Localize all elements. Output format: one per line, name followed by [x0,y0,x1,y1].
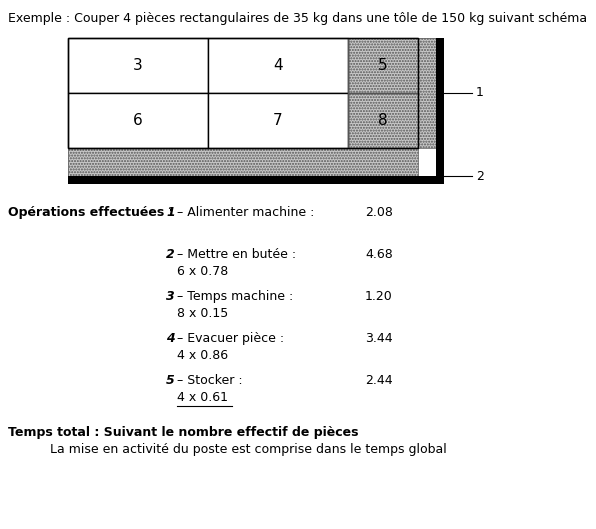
Text: 8: 8 [378,113,388,128]
Text: 4: 4 [273,58,283,73]
Bar [418,38,436,148]
Bar [348,93,418,148]
Text: Opérations effectuées :: Opérations effectuées : [8,206,173,219]
Text: 4.68: 4.68 [365,248,393,261]
Text: 2: 2 [166,248,175,261]
Text: 1: 1 [476,87,484,99]
Text: Exemple : Couper 4 pièces rectangulaires de 35 kg dans une tôle de 150 kg suivan: Exemple : Couper 4 pièces rectangulaires… [8,12,587,25]
Bar [68,148,418,176]
Text: 2.44: 2.44 [365,374,393,387]
Text: – Evacuer pièce :: – Evacuer pièce : [177,332,284,345]
Bar [68,176,444,184]
Text: – Alimenter machine :: – Alimenter machine : [177,206,314,219]
Text: La mise en activité du poste est comprise dans le temps global: La mise en activité du poste est compris… [50,443,447,456]
Text: 1.20: 1.20 [365,290,393,303]
Text: 3: 3 [133,58,143,73]
Text: 2: 2 [476,169,484,183]
Text: Temps total : Suivant le nombre effectif de pièces: Temps total : Suivant le nombre effectif… [8,426,359,439]
Text: 3: 3 [166,290,175,303]
Text: 7: 7 [273,113,283,128]
Bar [208,38,348,93]
Bar [68,38,208,93]
Text: 8 x 0.15: 8 x 0.15 [177,307,228,320]
Text: – Mettre en butée :: – Mettre en butée : [177,248,296,261]
Text: 4 x 0.61: 4 x 0.61 [177,391,228,404]
Bar [348,38,418,93]
Text: 6 x 0.78: 6 x 0.78 [177,265,228,278]
Text: 1: 1 [166,206,175,219]
Text: 4 x 0.86: 4 x 0.86 [177,349,228,362]
Bar [348,93,418,148]
Bar [436,38,444,176]
Text: 5: 5 [378,58,388,73]
Bar [68,38,418,148]
Bar [418,38,436,148]
Bar [68,148,418,176]
Text: 6: 6 [133,113,143,128]
Text: 3.44: 3.44 [365,332,393,345]
Text: 4: 4 [166,332,175,345]
Text: 5: 5 [166,374,175,387]
Text: – Stocker :: – Stocker : [177,374,243,387]
Text: – Temps machine :: – Temps machine : [177,290,293,303]
Text: 2.08: 2.08 [365,206,393,219]
Bar [68,93,208,148]
Bar [348,38,418,93]
Bar [208,93,348,148]
